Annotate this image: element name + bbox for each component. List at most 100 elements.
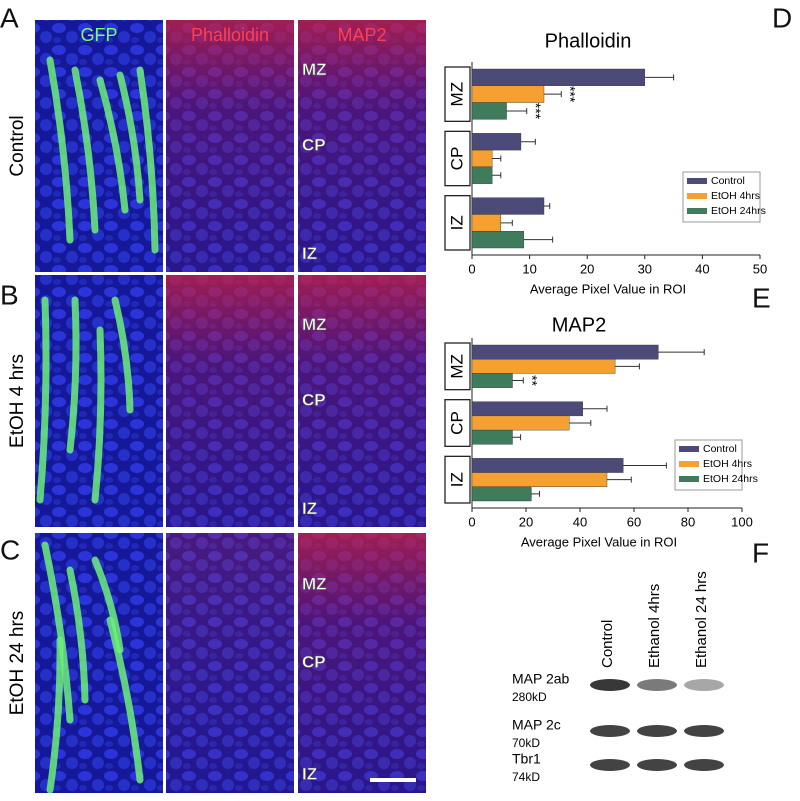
stain-overlay	[166, 533, 294, 793]
error-bar	[492, 155, 502, 162]
significance: ***	[528, 103, 544, 120]
error-bar	[582, 405, 608, 412]
region-label: MZ	[302, 315, 327, 334]
blot-band	[637, 725, 677, 737]
x-axis-label: Average Pixel Value in ROI	[521, 534, 677, 549]
chart-title: Phalloidin	[545, 30, 632, 52]
stain-overlay	[298, 20, 426, 272]
lane-label: Control	[599, 620, 616, 668]
legend-swatch	[679, 461, 699, 467]
error-bar	[623, 462, 667, 469]
legend-swatch	[679, 476, 699, 482]
bar	[471, 214, 501, 232]
band-name: MAP 2c	[512, 717, 561, 733]
x-tick-label: 40	[695, 261, 709, 276]
region-label: IZ	[302, 499, 317, 518]
column-header: MAP2	[337, 25, 386, 45]
error-bar	[569, 420, 592, 426]
region-label: CP	[302, 135, 326, 154]
band-name: MAP 2ab	[512, 671, 570, 687]
row-label: EtOH 4 hrs	[7, 354, 28, 448]
bar	[471, 401, 583, 417]
error-bar	[492, 172, 502, 179]
significance: **	[525, 375, 541, 386]
bar	[471, 472, 608, 487]
band-size: 70kD	[512, 736, 540, 750]
stain-overlay	[166, 20, 294, 272]
x-tick-label: 50	[753, 261, 767, 276]
legend-label: EtOH 4hrs	[703, 458, 752, 470]
error-bar	[512, 377, 524, 384]
bar	[471, 133, 522, 151]
error-bar	[506, 107, 528, 114]
legend-label: EtOH 4hrs	[711, 190, 760, 202]
band-size: 280kD	[512, 690, 547, 704]
western-blot: Control Ethanol 4hrs Ethanol 24 hrs MAP 2ab…	[512, 571, 724, 784]
region-label: MZ	[302, 574, 327, 593]
category-box	[444, 66, 471, 122]
region-label: MZ	[302, 60, 327, 79]
bar	[471, 85, 545, 103]
error-bar	[607, 476, 632, 483]
category-box	[444, 130, 471, 187]
blot-band	[590, 725, 630, 737]
error-bar	[658, 349, 705, 356]
legend-swatch	[687, 193, 707, 199]
error-bar	[500, 219, 513, 226]
legend-label: EtOH 24hrs	[703, 473, 758, 485]
gfp-cell	[46, 636, 64, 794]
legend-label: Control	[703, 443, 737, 455]
gfp-cell	[91, 326, 105, 504]
blot-band	[684, 679, 724, 691]
bar	[471, 458, 624, 473]
gfp-cell	[66, 566, 89, 704]
gfp-cell	[136, 66, 159, 254]
legend-swatch	[679, 446, 699, 452]
lane-label: Ethanol 24 hrs	[693, 571, 710, 668]
x-tick-label: 40	[573, 514, 587, 529]
region-label: IZ	[302, 764, 317, 783]
bar	[471, 415, 570, 431]
error-bar	[544, 91, 562, 98]
bar	[471, 197, 545, 215]
gfp-cell	[111, 296, 134, 414]
x-axis-label: Average Pixel Value in ROI	[530, 281, 686, 296]
blot-band	[637, 759, 677, 771]
bar	[471, 373, 513, 388]
panel-letter: C	[0, 534, 20, 565]
bar	[471, 68, 646, 86]
micrographs: MZ CP IZ MZ CP IZ MZ CP IZ	[35, 20, 426, 794]
category-box	[444, 195, 471, 251]
bar	[471, 166, 493, 184]
bar	[471, 359, 616, 374]
panel-letter: F	[752, 537, 769, 568]
blot-band	[637, 679, 677, 691]
category-label: IZ	[447, 215, 466, 230]
panel-letter: A	[0, 2, 19, 33]
significance: ***	[563, 86, 579, 103]
row-label: Control	[7, 115, 28, 176]
blot-band	[590, 759, 630, 771]
category-label: CP	[447, 147, 466, 171]
error-bar	[531, 490, 540, 497]
category-label: IZ	[447, 472, 466, 487]
lane-label: Ethanol 4hrs	[646, 584, 663, 668]
bar	[471, 149, 493, 168]
x-tick-label: 60	[627, 514, 641, 529]
x-tick-label: 10	[522, 261, 536, 276]
error-bar	[523, 236, 554, 243]
stain-overlay	[166, 275, 294, 527]
column-header: Phalloidin	[191, 25, 269, 45]
panel-letter: E	[752, 282, 771, 313]
legend-label: Control	[711, 175, 745, 187]
bar	[471, 102, 507, 120]
bar	[471, 429, 513, 445]
category-label: CP	[447, 411, 466, 435]
chart-title: MAP2	[552, 314, 606, 336]
category-box	[444, 342, 471, 391]
band-name: Tbr1	[512, 751, 541, 767]
panel-letter: B	[0, 279, 19, 310]
error-bar	[644, 74, 675, 81]
